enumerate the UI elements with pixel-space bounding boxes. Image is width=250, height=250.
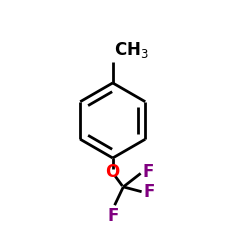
Text: F: F xyxy=(144,183,155,201)
Text: CH$_3$: CH$_3$ xyxy=(114,40,148,60)
Text: F: F xyxy=(142,164,154,182)
Text: O: O xyxy=(106,164,120,182)
Text: F: F xyxy=(107,207,118,225)
